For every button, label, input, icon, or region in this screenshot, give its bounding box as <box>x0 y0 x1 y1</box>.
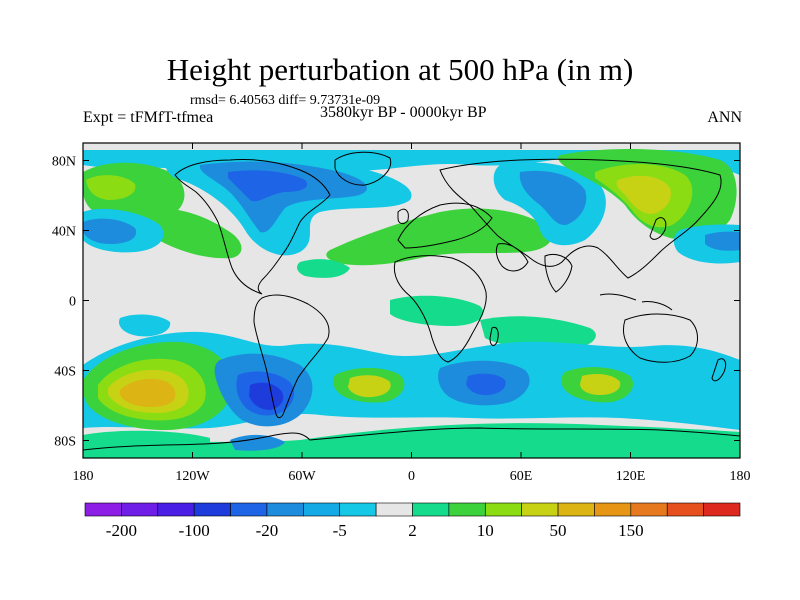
coastlines <box>83 151 740 451</box>
coast-europe <box>397 202 493 249</box>
colorbar-swatch <box>193 502 231 517</box>
season-label: ANN <box>707 109 742 126</box>
colorbar-swatch <box>412 502 450 517</box>
colorbar-swatch <box>84 502 122 517</box>
coast-australia <box>623 313 698 363</box>
lon-tick-label: 60W <box>288 469 316 484</box>
colorbar-label: 50 <box>550 521 567 540</box>
colorbar-label: -5 <box>333 521 347 540</box>
lon-tick-label: 180 <box>73 469 94 484</box>
coast-south-america <box>253 294 330 419</box>
contour-tropical-africa <box>390 295 484 326</box>
lat-tick-label: 80S <box>54 435 76 450</box>
colorbar-label: -20 <box>256 521 279 540</box>
contour-field <box>83 143 740 458</box>
coast-new-zealand <box>711 358 727 382</box>
lat-tick-label: 40N <box>52 225 76 240</box>
coast-africa <box>393 255 487 363</box>
lon-tick-label: 120W <box>175 469 210 484</box>
lon-tick-label: 0 <box>408 469 415 484</box>
map-title: Height perturbation at 500 hPa (in m) <box>166 52 634 87</box>
colorbar-swatch <box>703 502 741 517</box>
coast-india <box>544 253 573 293</box>
contour-atlantic-ridge-outer <box>297 259 350 278</box>
coast-arabia <box>495 243 529 272</box>
coast-japan <box>649 217 667 240</box>
contour-pacific-mid-green <box>145 208 242 259</box>
colorbar-swatch <box>448 502 486 517</box>
colorbar-swatch <box>339 502 377 517</box>
contour-tropical-pacific <box>118 314 171 337</box>
coast-madagascar <box>489 326 499 346</box>
lon-tick-label: 60E <box>510 469 533 484</box>
colorbar-label: 150 <box>618 521 644 540</box>
period-label: 3580kyr BP - 0000kyr BP <box>320 104 487 121</box>
contour-antarctic-west-green <box>83 430 210 458</box>
contour-samerica-low-core <box>249 382 284 410</box>
colorbar-swatch <box>303 502 341 517</box>
colorbar-swatch <box>230 502 268 517</box>
colorbar-swatch <box>521 502 559 517</box>
coast-uk <box>397 208 409 225</box>
colorbar-swatch <box>666 502 704 517</box>
coast-greenland <box>334 151 392 186</box>
coast-antarctica <box>83 427 740 451</box>
coast-north-america <box>174 159 331 295</box>
experiment-label: Expt = tFMfT-tfmea <box>83 109 214 126</box>
lat-tick-label: 40S <box>54 365 76 380</box>
colorbar-swatch <box>630 502 668 517</box>
rmsd-stats: rmsd= 6.40563 diff= 9.73731e-09 <box>190 93 381 108</box>
colorbar-swatch <box>557 502 595 517</box>
longitude-axis: 180 120W 60W 0 60E 120E 180 <box>73 143 751 484</box>
colorbar-swatch <box>375 502 413 517</box>
lon-tick-label: 180 <box>730 469 751 484</box>
colorbar-swatch <box>594 502 632 517</box>
lat-tick-label: 80N <box>52 155 76 170</box>
contour-pacific-north-yellow <box>86 175 136 200</box>
contour-npacific-east-low-core <box>705 231 740 251</box>
coast-indonesia <box>599 293 673 311</box>
contour-atlantic-ridge <box>326 208 553 266</box>
contour-spacific-high-core <box>119 378 176 407</box>
lon-tick-label: 120E <box>616 469 646 484</box>
colorbar-label: 10 <box>477 521 494 540</box>
contour-sindian-low-core <box>466 373 506 396</box>
contour-tropical-indian <box>480 316 596 350</box>
colorbar-swatch <box>484 502 522 517</box>
latitude-axis: 80N 40N 0 40S 80S <box>52 155 740 450</box>
contour-pacific-west-low-core <box>83 218 137 244</box>
lat-tick-label: 0 <box>69 295 76 310</box>
contour-asia-ridge-core <box>616 175 671 214</box>
contour-satlantic-high-core <box>348 375 391 398</box>
colorbar-label: -200 <box>106 521 137 540</box>
contour-eurasia-low-inner <box>519 170 587 226</box>
contour-sindian-high-core <box>580 374 621 395</box>
coast-eurasia <box>439 158 722 279</box>
colorbar-swatch <box>266 502 304 517</box>
contour-antarctic-blue <box>230 434 285 451</box>
colorbar-swatch <box>121 502 159 517</box>
colorbar-label: -100 <box>179 521 210 540</box>
colorbar: -200 -100 -20 -5 2 10 50 150 <box>84 502 741 540</box>
colorbar-label: 2 <box>408 521 417 540</box>
contour-america-trough-core <box>228 170 308 202</box>
colorbar-swatch <box>157 502 195 517</box>
